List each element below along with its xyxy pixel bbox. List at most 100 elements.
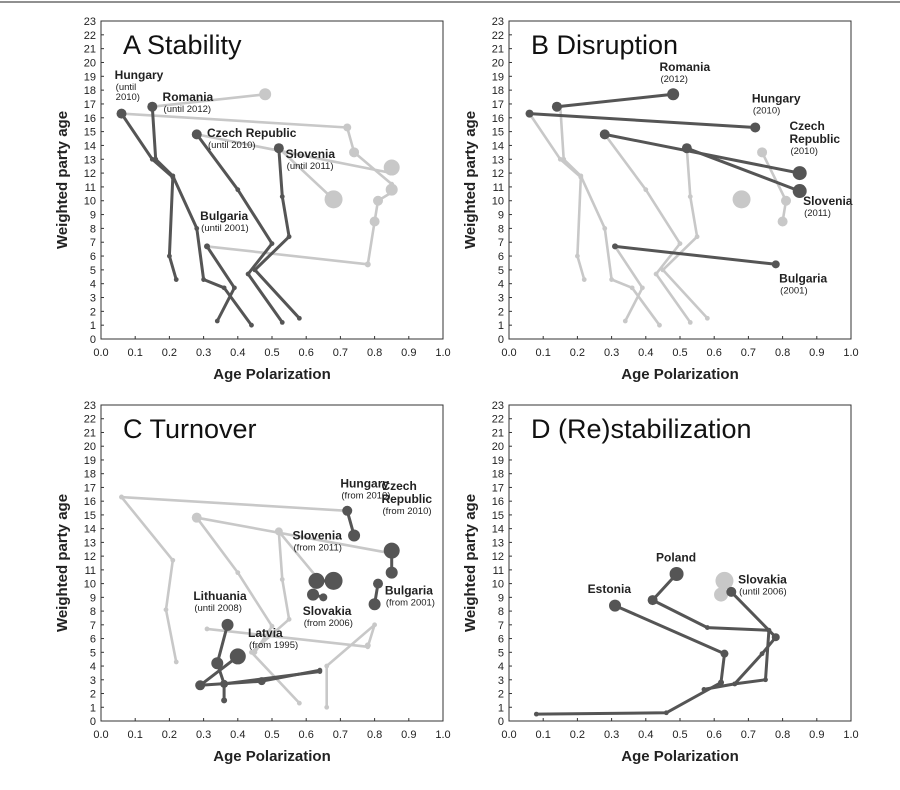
panel-d-vertex: [533, 711, 539, 717]
panel-b-ytick-label: 19: [492, 71, 504, 83]
panel-b-ytick-label: 23: [492, 16, 504, 28]
panel-c-vertex: [163, 607, 169, 613]
panel-b-vertex: [677, 241, 683, 247]
panel-c-country-label: Republic: [381, 492, 432, 506]
panel-a-vertex: [279, 194, 285, 199]
panel-b-country-label: Slovenia: [803, 194, 853, 208]
panel-b-marker: [667, 88, 680, 101]
panel-b-xtick-label: 0.6: [707, 347, 722, 359]
panel-a-ytick-label: 15: [84, 127, 96, 139]
panel-c-ytick-label: 15: [84, 510, 96, 522]
panel-a-vertex: [235, 187, 241, 193]
panel-a-ytick-label: 20: [84, 57, 96, 69]
panel-c-country-label: Latvia: [248, 626, 283, 640]
panel-a-vertex: [389, 170, 395, 176]
panel-b-ytick-label: 3: [498, 293, 504, 305]
panel-b-ytick-label: 22: [492, 30, 504, 42]
panel-a-country-sublabel: (until 2012): [164, 104, 212, 115]
panel-c-series-line: [120, 495, 178, 664]
panel-b-marker: [732, 190, 751, 209]
panel-c-marker: [385, 566, 398, 579]
panel-b-vertex: [602, 225, 608, 231]
panel-c-marker: [368, 598, 381, 611]
panel-b-y-axis-label: Weighted party age: [462, 111, 479, 249]
panel-b-vertex: [557, 156, 563, 162]
panel-c-ytick-label: 10: [84, 579, 96, 591]
panel-b-marker: [792, 184, 807, 199]
panel-b-xtick-label: 0.7: [741, 347, 756, 359]
panel-c-ytick-label: 11: [85, 565, 96, 577]
panel-a-vertex: [194, 225, 200, 231]
panel-a-marker: [147, 101, 158, 112]
panel-d-country-label: Estonia: [588, 582, 632, 596]
panel-c-xtick-label: 0.1: [128, 729, 143, 741]
panel-a-marker: [369, 216, 380, 227]
panel-a-country-sublabel: (until 2001): [201, 223, 249, 234]
panel-b-marker: [599, 129, 610, 140]
panel-a-xtick-label: 0.2: [162, 347, 177, 359]
panel-d-vertex: [663, 710, 669, 716]
panel-b-x-axis-label: Age Polarization: [621, 366, 739, 383]
panel-a-vertex: [173, 277, 179, 282]
panel-b-ytick-label: 2: [498, 306, 504, 318]
panel-a-vertex: [279, 320, 285, 325]
panel-d-title: D (Re)stabilization: [531, 414, 752, 444]
panel-a-ytick-label: 23: [84, 16, 96, 28]
panel-d-ytick-label: 14: [492, 524, 504, 536]
panel-c-series-line: [195, 516, 274, 654]
panel-a-title: A Stability: [123, 30, 242, 60]
panel-b-xtick-label: 1.0: [843, 347, 858, 359]
panel-d-y-axis-label: Weighted party age: [462, 494, 479, 632]
panel-b-marker: [525, 109, 534, 118]
panel-b-ytick-label: 8: [498, 223, 504, 235]
panel-c-ytick-label: 13: [84, 537, 96, 549]
panel-c-country-sublabel: (from 2010): [382, 506, 431, 517]
panel-a-ytick-label: 17: [84, 99, 96, 111]
panel-a-marker: [364, 261, 371, 268]
panel-d-ytick-label: 2: [498, 689, 504, 701]
panel-c-country-label: Hungary: [340, 476, 389, 490]
panel-c-vertex: [269, 623, 275, 629]
panel-d-series-line-slovakia: [729, 590, 771, 686]
panel-d-xtick-label: 0.9: [809, 729, 824, 741]
panel-a-ytick-label: 21: [84, 44, 96, 56]
panel-c-marker: [373, 578, 384, 589]
panel-b-marker: [750, 122, 761, 133]
panel-c-xtick-label: 0.7: [333, 729, 348, 741]
panel-d-ytick-label: 0: [498, 716, 504, 728]
panel-d-ytick-label: 6: [498, 634, 504, 646]
panel-c-x-axis-label: Age Polarization: [213, 748, 331, 765]
panel-d-series-line-poland: [651, 572, 778, 691]
panel-d-xtick-label: 0.8: [775, 729, 790, 741]
panel-b-vertex: [575, 253, 580, 259]
panel-b-country-sublabel: (2012): [660, 74, 687, 85]
panel-c-xtick-label: 0.6: [299, 729, 314, 741]
panel-c-ytick-label: 19: [84, 455, 96, 467]
panel-c-vertex: [279, 577, 285, 582]
panel-c-marker: [342, 505, 353, 516]
panel-c-country-sublabel: (from 2010): [341, 490, 390, 501]
panel-c-ytick-label: 23: [84, 400, 96, 412]
panel-a-marker: [204, 243, 211, 250]
panel-c-marker: [364, 642, 371, 649]
panel-d-ytick-label: 16: [492, 496, 504, 508]
panel-b-xtick-label: 0.0: [501, 347, 516, 359]
panel-c-marker: [221, 618, 234, 631]
panel-a-marker: [373, 195, 384, 206]
panel-d-ytick-label: 15: [492, 510, 504, 522]
panel-d-ytick-label: 21: [492, 427, 504, 439]
panel-b-ytick-label: 16: [492, 113, 504, 125]
panel-a-country-sublabel: (until 2010): [208, 140, 256, 151]
panel-c-country-sublabel: (from 2001): [386, 598, 435, 609]
panel-a-vertex: [231, 285, 237, 291]
panel-a-marker: [191, 129, 202, 140]
panel-c-vertex: [204, 626, 210, 632]
panel-a-vertex: [286, 234, 292, 240]
panel-b-marker: [612, 243, 619, 250]
panel-c-ytick-label: 9: [90, 592, 96, 604]
panel-b-ytick-label: 11: [493, 182, 504, 194]
panel-a-country-sublabel: 2010): [116, 92, 140, 103]
panel-c-ytick-label: 6: [90, 634, 96, 646]
panel-a-ytick-label: 22: [84, 30, 96, 42]
